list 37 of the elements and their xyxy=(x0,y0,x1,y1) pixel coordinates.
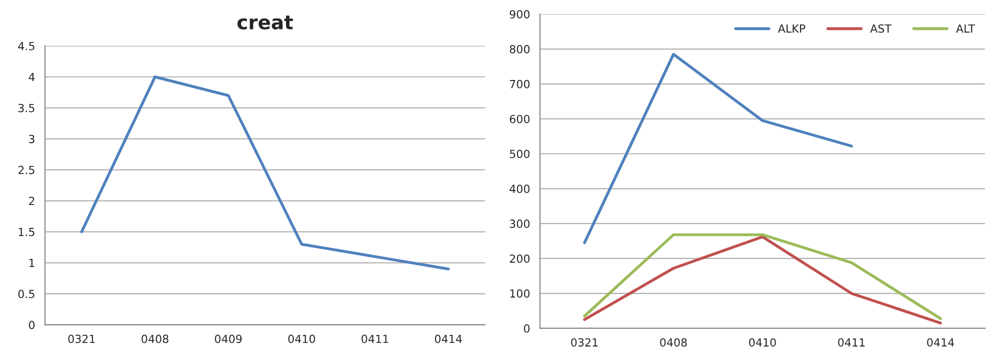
y-tick-label: 4.5 xyxy=(18,42,34,50)
y-tick-label: 0.5 xyxy=(18,290,34,298)
y-tick-label: 3.5 xyxy=(18,104,34,112)
y-tick-label: 1.5 xyxy=(18,228,34,236)
y-tick-label: 800 xyxy=(510,45,530,54)
x-tick-label: 0321 xyxy=(571,338,598,347)
y-tick-label: 100 xyxy=(510,289,530,298)
y-tick-label: 200 xyxy=(510,254,530,263)
line-series xyxy=(80,75,450,270)
y-tick-label: 1 xyxy=(29,258,34,268)
x-tick-label: 0414 xyxy=(927,338,954,347)
x-tick-label: 0411 xyxy=(838,338,865,347)
x-tick-label: 0408 xyxy=(142,334,168,344)
y-tick-label: 400 xyxy=(510,184,530,194)
x-tick-label: 0409 xyxy=(214,334,242,344)
y-tick-label: 0 xyxy=(524,324,530,333)
y-tick-label: 2.5 xyxy=(18,166,34,174)
y-tick-label: 3 xyxy=(29,134,34,144)
y-tick-label: 300 xyxy=(510,220,530,228)
y-tick-label: 600 xyxy=(510,114,530,124)
y-tick-label: 0 xyxy=(28,320,35,330)
y-tick-label: 900 xyxy=(510,10,530,18)
y-tick-label: 700 xyxy=(510,80,530,88)
x-tick-label: 0410 xyxy=(288,334,316,344)
legend-label: ALKP xyxy=(778,24,806,33)
chart-title: creat xyxy=(237,16,293,30)
x-tick-label: 0414 xyxy=(434,334,462,344)
line-series xyxy=(583,52,853,244)
legend-label: ALT xyxy=(956,24,976,33)
x-tick-label: 0410 xyxy=(749,338,776,347)
y-tick-label: 500 xyxy=(510,150,530,158)
legend-label: AST xyxy=(870,24,892,33)
y-tick-label: 4 xyxy=(28,72,35,82)
x-tick-label: 0321 xyxy=(68,334,95,344)
y-tick-label: 2 xyxy=(29,196,34,206)
x-tick-label: 0411 xyxy=(362,334,388,344)
x-tick-label: 0408 xyxy=(660,338,687,347)
